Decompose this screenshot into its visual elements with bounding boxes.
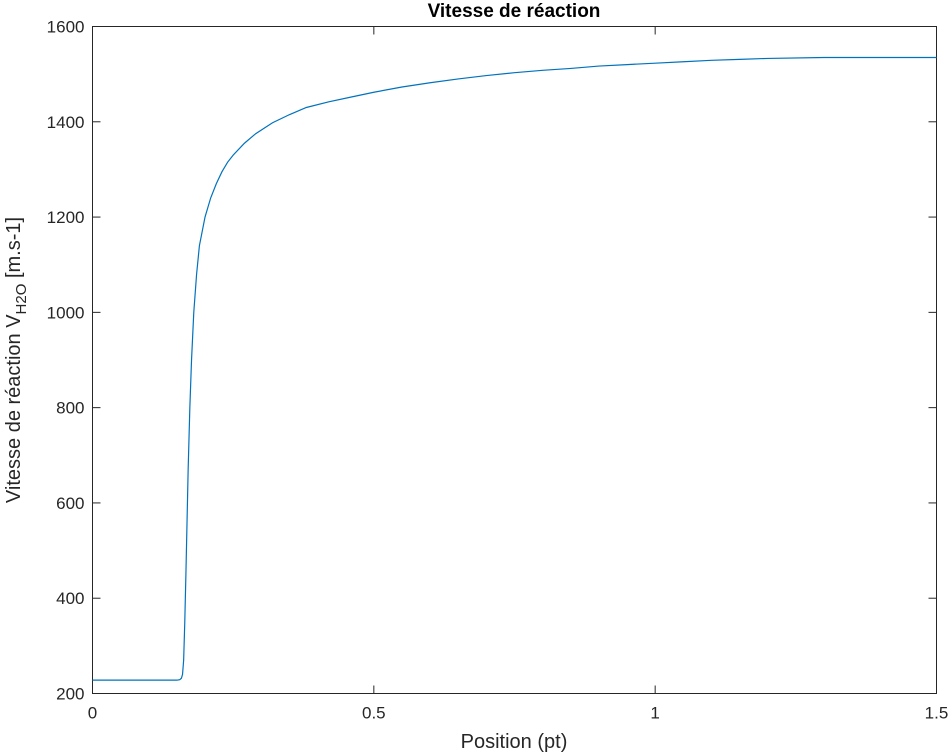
x-tick-label: 0.5 <box>362 704 386 723</box>
y-tick-label: 400 <box>56 589 84 608</box>
x-tick-label: 1.5 <box>925 704 949 723</box>
series-line <box>92 56 937 681</box>
x-axis-label: Position (pt) <box>461 731 568 753</box>
y-axis-label-prefix: Vitesse de réaction V <box>3 314 25 503</box>
x-tick-label: 1 <box>650 704 659 723</box>
y-tick-label: 1600 <box>47 18 85 37</box>
y-axis-label-suffix: [m.s-1] <box>3 217 25 284</box>
y-tick-label: 1400 <box>47 113 85 132</box>
chart-title: Vitesse de réaction <box>428 1 601 22</box>
plot-box <box>92 26 937 694</box>
y-tick-label: 1000 <box>47 303 85 322</box>
y-axis-label-subscript: H2O <box>13 284 30 315</box>
y-axis-label: Vitesse de réaction VH2O [m.s-1] <box>3 217 30 503</box>
y-tick-label: 800 <box>56 399 84 418</box>
y-axis: 200 400 600 800 1000 1200 1400 1600 <box>47 18 937 704</box>
y-tick-label: 200 <box>56 685 84 704</box>
x-tick-label: 0 <box>88 704 97 723</box>
y-tick-label: 600 <box>56 494 84 513</box>
y-tick-label: 1200 <box>47 208 85 227</box>
x-axis: 0 0.5 1 1.5 <box>88 26 949 723</box>
